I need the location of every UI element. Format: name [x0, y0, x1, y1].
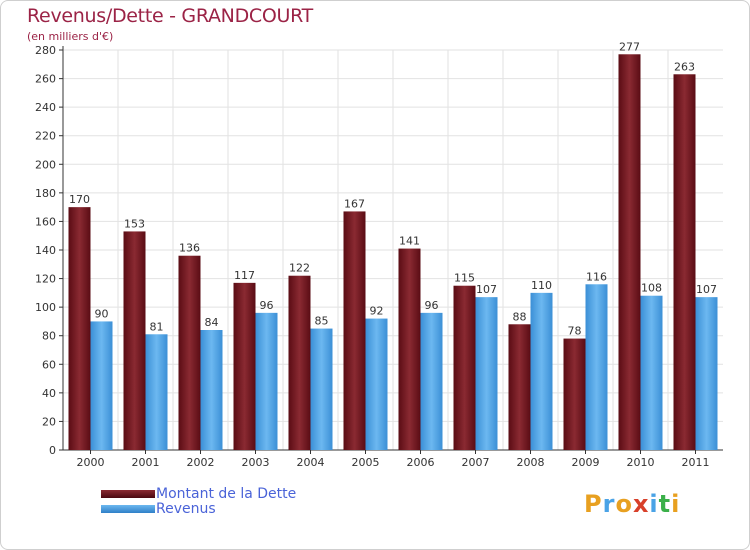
y-tick-label: 260: [35, 73, 56, 86]
data-label: 153: [124, 217, 145, 230]
x-tick-label: 2002: [187, 456, 215, 469]
data-label: 90: [95, 307, 109, 320]
x-tick-label: 2004: [297, 456, 325, 469]
data-label: 84: [205, 316, 219, 329]
data-label: 108: [641, 282, 662, 295]
logo-letter: x: [632, 490, 650, 518]
axis-layer: 0 20 40 60 80 100 120 140 160 180 200 220 240 260 280 2…: [35, 44, 723, 469]
labels-layer: 1709015381136841179612285167921419611510…: [69, 40, 717, 337]
x-tick-label: 2010: [627, 456, 655, 469]
x-tick-label: 2007: [462, 456, 490, 469]
bar-dette: [123, 231, 146, 450]
data-label: 92: [370, 305, 384, 318]
x-tick-label: 2005: [352, 456, 380, 469]
legend-item-debt: Montant de la Dette: [101, 487, 401, 502]
y-tick-label: 180: [35, 187, 56, 200]
data-label: 116: [586, 270, 607, 283]
y-tick-label: 20: [42, 415, 56, 428]
bar-dette: [288, 275, 311, 450]
y-tick-label: 60: [42, 358, 56, 371]
bar-revenus: [420, 312, 443, 450]
x-tick-label: 2011: [682, 456, 710, 469]
data-label: 107: [696, 283, 717, 296]
bar-revenus: [475, 297, 498, 450]
x-tick-label: 2008: [517, 456, 545, 469]
y-tick-label: 280: [35, 44, 56, 57]
bar-revenus: [695, 297, 718, 450]
legend-swatch-debt: [101, 490, 155, 498]
bar-dette: [178, 255, 201, 450]
data-label: 170: [69, 193, 90, 206]
bar-revenus: [365, 318, 388, 450]
chart-subtitle: (en milliers d'€): [27, 30, 114, 43]
bar-dette: [673, 74, 696, 451]
bar-revenus: [200, 330, 223, 450]
logo-letter: P: [584, 490, 603, 518]
y-tick-label: 0: [49, 444, 56, 457]
y-tick-label: 140: [35, 244, 56, 257]
data-label: 110: [531, 279, 552, 292]
bar-dette: [563, 338, 586, 450]
grid-layer: [63, 49, 723, 450]
x-tick-label: 2006: [407, 456, 435, 469]
chart-title: Revenus/Dette - GRANDCOURT: [27, 5, 313, 27]
bar-dette: [618, 54, 641, 451]
bar-dette: [233, 282, 256, 450]
x-tick-label: 2001: [132, 456, 160, 469]
y-tick-label: 100: [35, 301, 56, 314]
data-label: 107: [476, 283, 497, 296]
bar-dette: [508, 324, 531, 450]
y-tick-label: 120: [35, 273, 56, 286]
bar-revenus: [90, 321, 113, 450]
bar-revenus: [585, 284, 608, 450]
legend-swatch-revenus: [101, 505, 155, 513]
bar-dette: [343, 211, 366, 450]
logo-letter: i: [671, 490, 681, 518]
data-label: 85: [315, 315, 329, 328]
x-tick-label: 2009: [572, 456, 600, 469]
data-label: 78: [568, 325, 582, 338]
bar-dette: [398, 248, 421, 450]
x-tick-label: 2000: [77, 456, 105, 469]
bar-revenus: [145, 334, 168, 450]
legend: Montant de la Dette Revenus: [101, 487, 401, 517]
legend-label-debt: Montant de la Dette: [156, 486, 297, 502]
bar-revenus: [530, 292, 553, 450]
data-label: 277: [619, 40, 640, 53]
data-label: 88: [513, 310, 527, 323]
bar-dette: [453, 285, 476, 450]
y-tick-label: 40: [42, 387, 56, 400]
logo-letter: o: [615, 490, 633, 518]
y-tick-label: 160: [35, 215, 56, 228]
y-tick-label: 80: [42, 330, 56, 343]
legend-item-revenus: Revenus: [101, 502, 401, 517]
data-label: 141: [399, 235, 420, 248]
y-tick-label: 240: [35, 101, 56, 114]
logo-letter: r: [602, 490, 616, 518]
bar-revenus: [310, 328, 333, 450]
bar-revenus: [255, 312, 278, 450]
data-label: 96: [260, 299, 274, 312]
data-label: 136: [179, 242, 200, 255]
logo-letter: i: [649, 490, 659, 518]
data-label: 167: [344, 197, 365, 210]
y-tick-label: 220: [35, 130, 56, 143]
bars-layer: [68, 54, 718, 451]
data-label: 117: [234, 269, 255, 282]
proxiti-logo: Proxiti: [584, 490, 680, 518]
data-label: 81: [150, 320, 164, 333]
x-tick-label: 2003: [242, 456, 270, 469]
data-label: 115: [454, 272, 475, 285]
data-label: 122: [289, 262, 310, 275]
bar-revenus: [640, 295, 663, 450]
data-label: 263: [674, 60, 695, 73]
bar-dette: [68, 207, 91, 450]
data-label: 96: [425, 299, 439, 312]
y-tick-label: 200: [35, 158, 56, 171]
logo-letter: t: [658, 490, 672, 518]
legend-label-revenus: Revenus: [156, 501, 216, 517]
